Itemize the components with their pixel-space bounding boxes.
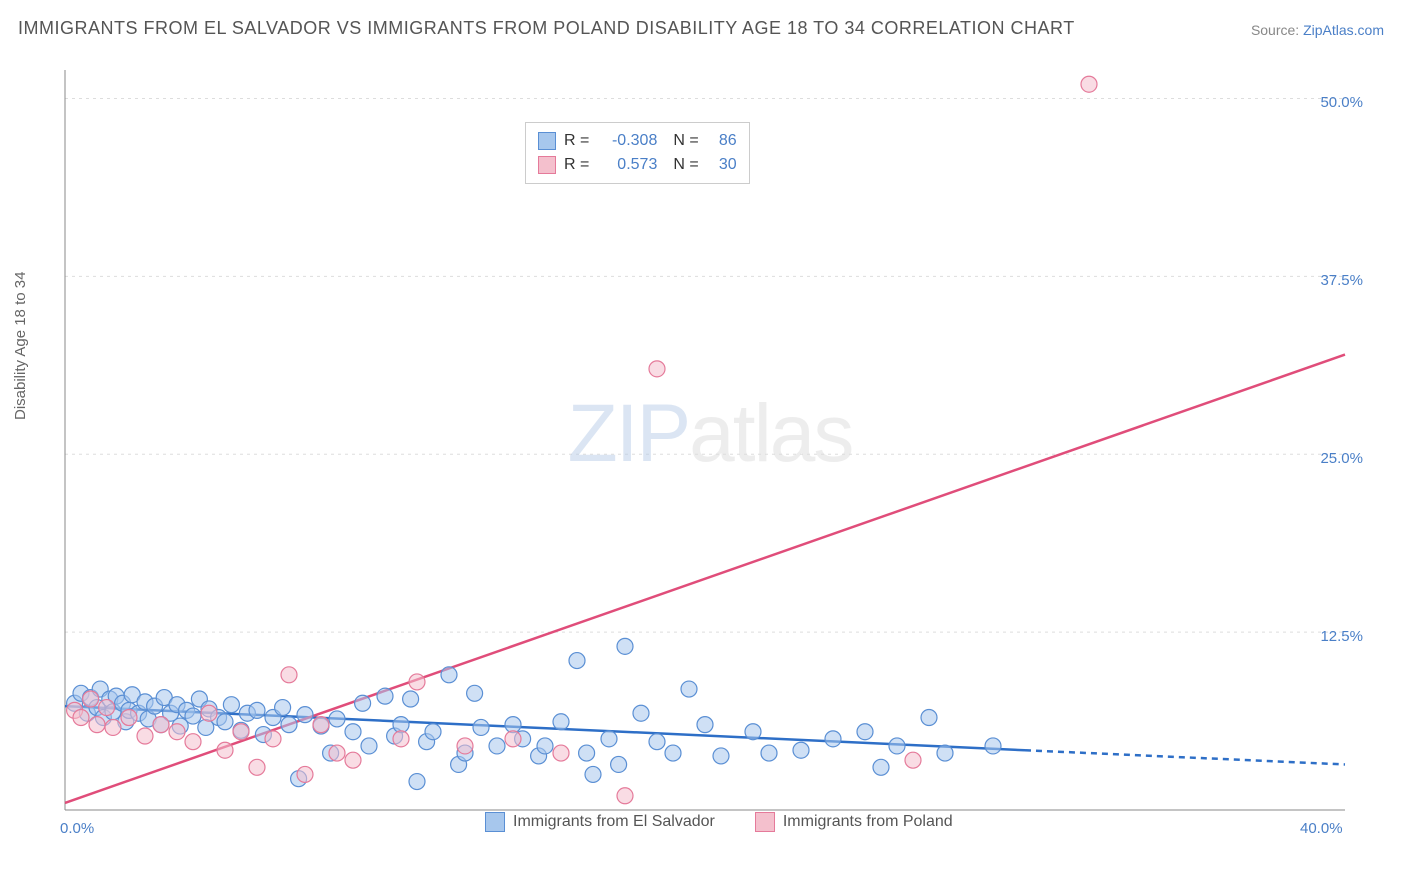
stats-legend-row: R = -0.308 N = 86 (538, 129, 737, 153)
n-value: 30 (707, 153, 737, 177)
source-link[interactable]: ZipAtlas.com (1303, 22, 1384, 38)
legend-swatch (485, 812, 505, 832)
y-axis-label: Disability Age 18 to 34 (12, 272, 29, 420)
x-tick-label: 0.0% (60, 820, 94, 837)
series-legend: Immigrants from El Salvador Immigrants fr… (485, 812, 953, 832)
legend-label: Immigrants from Poland (783, 813, 953, 831)
n-value: 86 (707, 129, 737, 153)
legend-swatch (755, 812, 775, 832)
source-prefix: Source: (1251, 22, 1303, 38)
source-attribution: Source: ZipAtlas.com (1251, 22, 1384, 38)
legend-swatch (538, 156, 556, 174)
chart-title: IMMIGRANTS FROM EL SALVADOR VS IMMIGRANT… (18, 18, 1075, 39)
x-tick-label: 40.0% (1300, 820, 1343, 837)
y-tick-label: 25.0% (1320, 450, 1363, 467)
r-value: 0.573 (597, 153, 657, 177)
r-label: R = (564, 153, 589, 177)
stats-legend: R = -0.308 N = 86 R = 0.573 N = 30 (525, 122, 750, 184)
n-label: N = (673, 129, 698, 153)
legend-label: Immigrants from El Salvador (513, 813, 715, 831)
legend-swatch (538, 132, 556, 150)
y-tick-label: 50.0% (1320, 94, 1363, 111)
r-value: -0.308 (597, 129, 657, 153)
r-label: R = (564, 129, 589, 153)
legend-item: Immigrants from El Salvador (485, 812, 715, 832)
legend-item: Immigrants from Poland (755, 812, 953, 832)
y-tick-label: 12.5% (1320, 628, 1363, 645)
y-tick-label: 37.5% (1320, 272, 1363, 289)
chart-plot-area: ZIPatlas R =-0.308N =86R =0.573N =30 Imm… (55, 60, 1365, 840)
n-label: N = (673, 153, 698, 177)
stats-legend-row: R = 0.573 N = 30 (538, 153, 737, 177)
